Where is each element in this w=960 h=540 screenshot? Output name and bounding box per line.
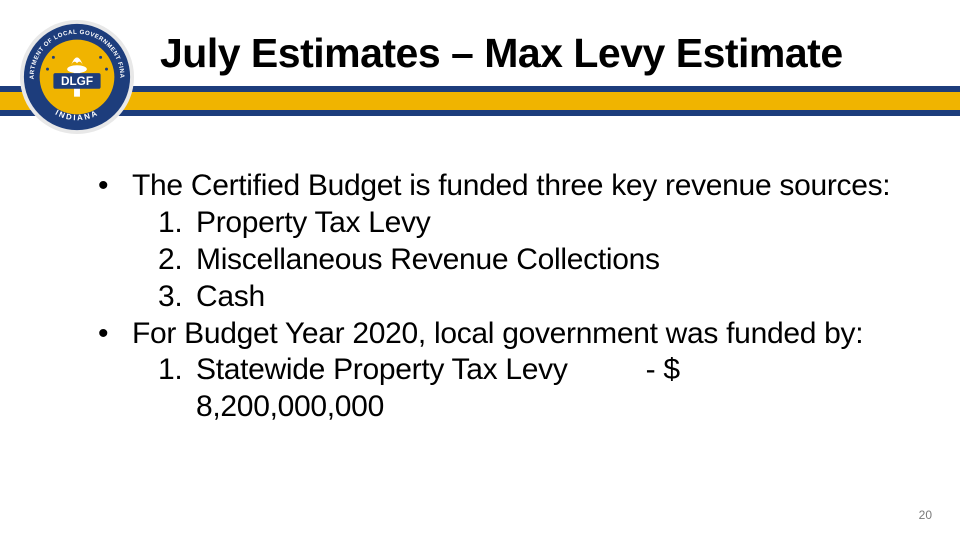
stripe-blue-bottom — [0, 110, 960, 116]
bullet-1-item-1-text: Property Tax Levy — [196, 205, 910, 242]
levy-dash: - $ — [646, 352, 680, 389]
slide-title: July Estimates – Max Levy Estimate — [160, 30, 843, 77]
page-number: 20 — [919, 508, 932, 522]
bullet-1-item-3-text: Cash — [196, 279, 910, 316]
bullet-2: • For Budget Year 2020, local government… — [90, 316, 910, 353]
bullet-marker: • — [90, 168, 132, 205]
number-marker: 3. — [158, 279, 196, 316]
bullet-2-item-1-text: Statewide Property Tax Levy - $ 8,200,00… — [196, 352, 910, 426]
bullet-1: • The Certified Budget is funded three k… — [90, 168, 910, 205]
logo-center-text: DLGF — [61, 74, 93, 88]
number-marker: 1. — [158, 205, 196, 242]
levy-label: Statewide Property Tax Levy — [196, 353, 568, 386]
stripe-yellow — [0, 92, 960, 110]
slide-body: • The Certified Budget is funded three k… — [90, 168, 910, 426]
header-stripes — [0, 86, 960, 116]
number-marker: 1. — [158, 352, 196, 426]
bullet-2-item-1: 1. Statewide Property Tax Levy - $ 8,200… — [90, 352, 910, 426]
bullet-marker: • — [90, 316, 132, 353]
bullet-2-text: For Budget Year 2020, local government w… — [132, 316, 910, 353]
dlgf-logo: DEPARTMENT OF LOCAL GOVERNMENT FINANCE I… — [18, 18, 136, 136]
header: DEPARTMENT OF LOCAL GOVERNMENT FINANCE I… — [0, 0, 960, 135]
levy-amount: 8,200,000,000 — [196, 390, 384, 423]
bullet-1-item-2: 2. Miscellaneous Revenue Collections — [90, 242, 910, 279]
number-marker: 2. — [158, 242, 196, 279]
bullet-1-item-2-text: Miscellaneous Revenue Collections — [196, 242, 910, 279]
bullet-1-text: The Certified Budget is funded three key… — [132, 168, 910, 205]
bullet-1-item-3: 3. Cash — [90, 279, 910, 316]
bullet-1-item-1: 1. Property Tax Levy — [90, 205, 910, 242]
